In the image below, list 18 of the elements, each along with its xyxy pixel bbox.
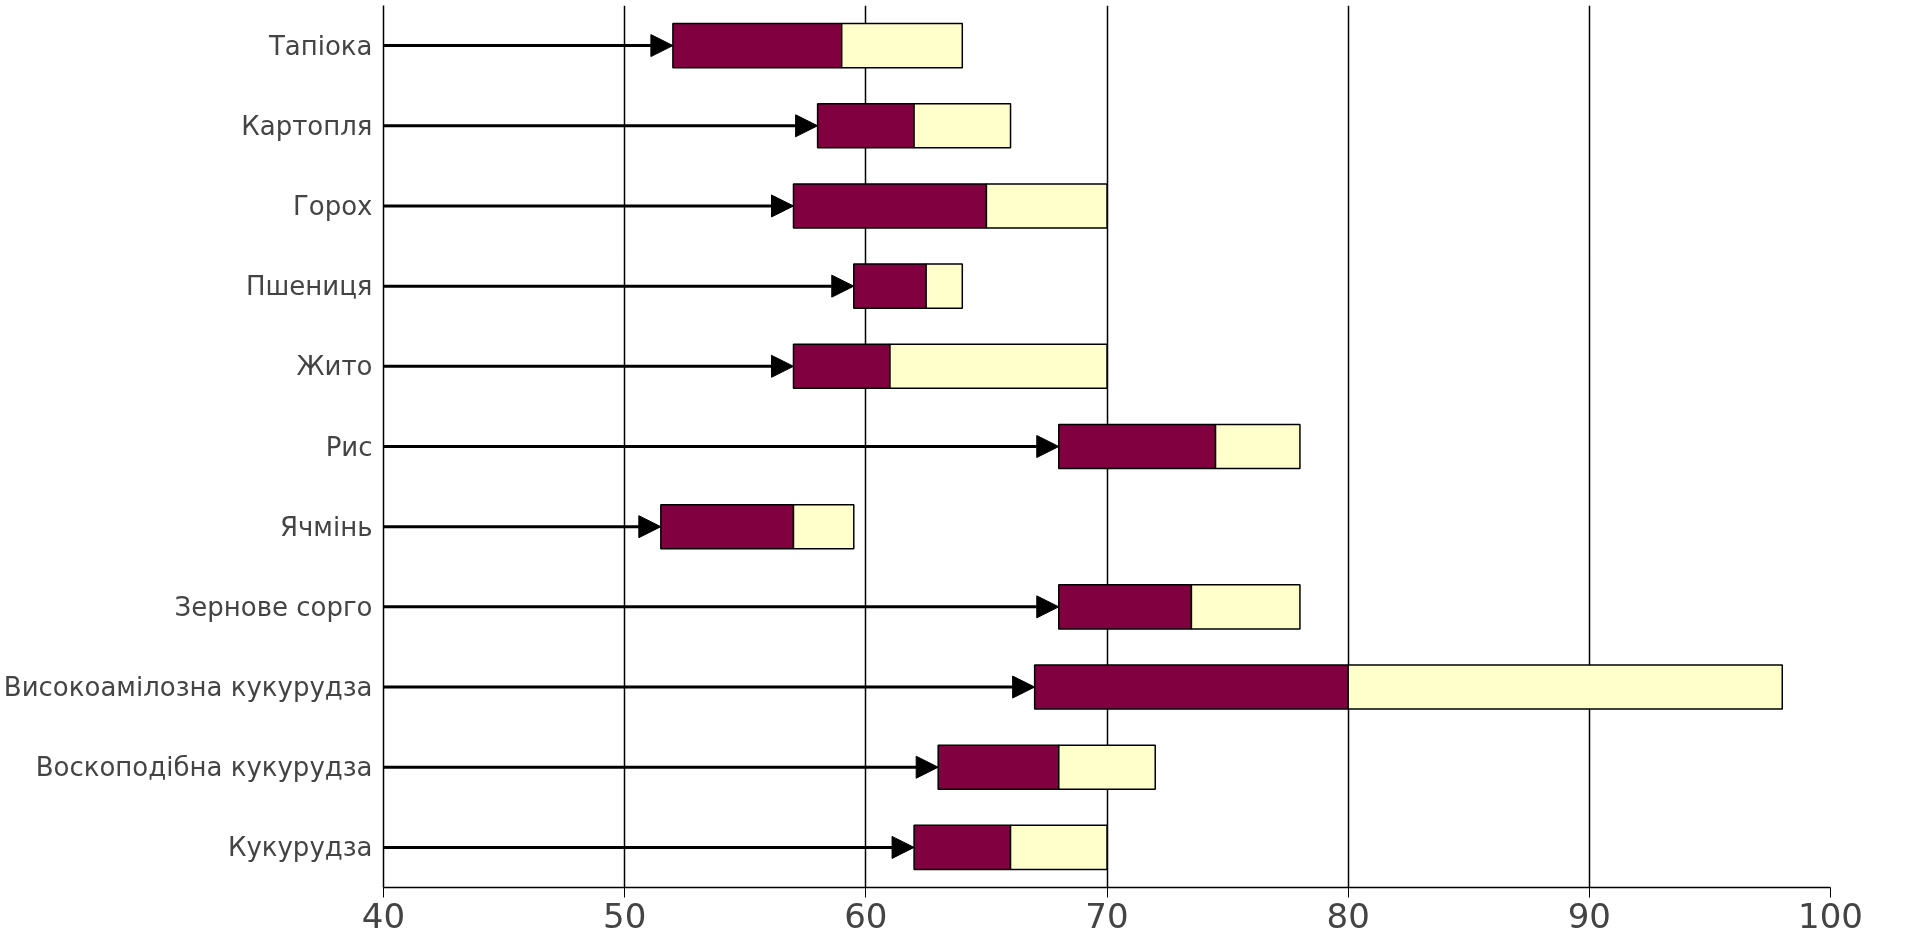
x-tick-label: 70 <box>1085 895 1129 936</box>
y-tick-label: Високоамілозна кукурудза <box>3 672 373 703</box>
x-tick-label: 90 <box>1567 895 1611 936</box>
y-tick-label: Горох <box>292 190 373 221</box>
y-tick-label: Жито <box>296 351 373 382</box>
y-tick-label: Картопля <box>241 110 373 141</box>
y-tick-label: Зернове сорго <box>174 591 373 622</box>
y-tick-label: Рис <box>325 431 373 462</box>
y-tick-label: Кукурудза <box>227 832 373 863</box>
y-tick-label: Тапіока <box>267 30 373 61</box>
x-tick-label: 60 <box>844 895 888 936</box>
x-tick-label: 80 <box>1326 895 1370 936</box>
y-tick-label: Воскоподібна кукурудза <box>35 752 373 783</box>
y-tick-label: Пшениця <box>245 271 373 302</box>
y-tick-label: Ячмінь <box>279 511 373 542</box>
x-tick-label: 100 <box>1798 895 1863 936</box>
x-tick-label: 50 <box>603 895 647 936</box>
x-tick-label: 40 <box>361 895 406 936</box>
